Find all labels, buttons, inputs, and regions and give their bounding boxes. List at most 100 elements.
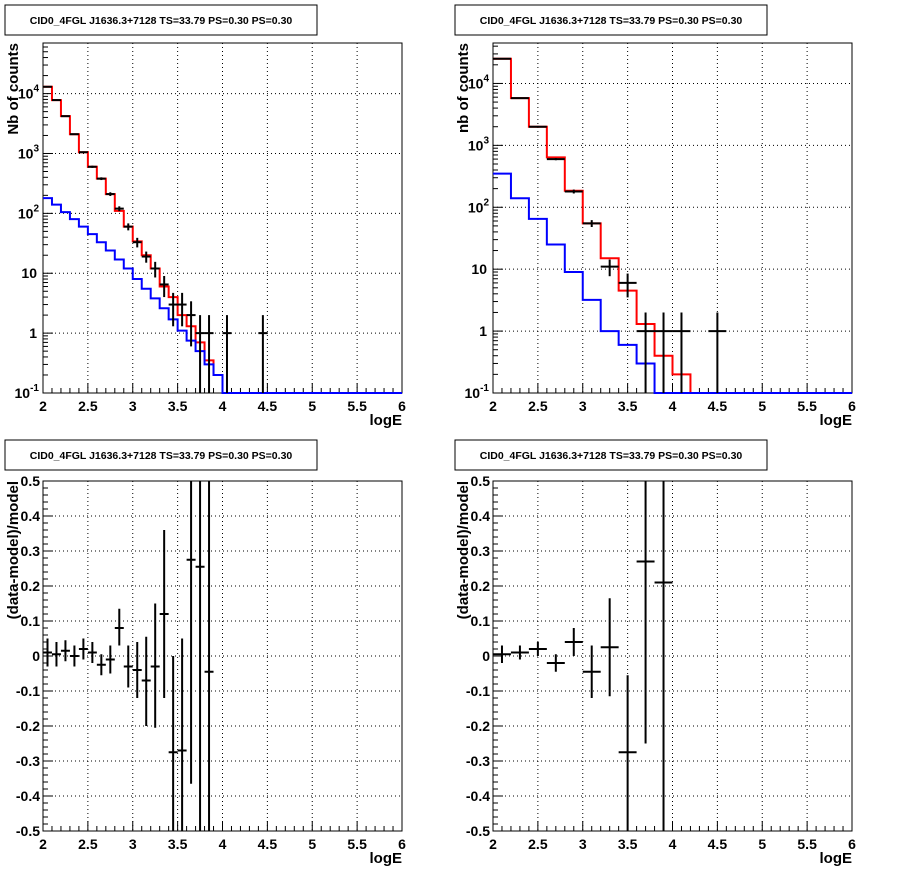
y-tick-label: 104 <box>468 73 490 91</box>
y-axis-title: Nb of counts <box>5 43 22 135</box>
data-point <box>69 133 79 136</box>
x-tick-label: 3.5 <box>168 398 188 414</box>
y-tick-label: -0.5 <box>16 823 40 839</box>
y-tick-label: -0.1 <box>466 683 490 699</box>
x-axis-title: logE <box>820 850 853 867</box>
y-tick-base: 10 <box>468 137 484 153</box>
data-point <box>132 237 142 248</box>
x-tick-label: 4.5 <box>708 836 728 852</box>
data-point <box>204 315 214 393</box>
data-point <box>177 638 187 831</box>
y-axis-title: (data-model)/model <box>455 481 472 619</box>
y-tick-label: 0 <box>32 648 40 664</box>
x-tick-label: 4 <box>219 836 227 852</box>
y-tick-exponent: -1 <box>30 383 39 394</box>
y-tick-label: 0.1 <box>471 613 491 629</box>
data-point <box>636 312 655 393</box>
x-tick-label: 3.5 <box>168 836 188 852</box>
x-tick-label: 5.5 <box>797 398 817 414</box>
y-tick-base: 10 <box>468 75 484 91</box>
chart-panel-2: CID0_4FGL J1636.3+7128 TS=33.79 PS=0.30 … <box>454 4 856 429</box>
chart-panel-3: CID0_4FGL J1636.3+7128 TS=33.79 PS=0.30 … <box>4 439 406 867</box>
x-tick-label: 3 <box>129 836 137 852</box>
x-tick-label: 5 <box>308 398 316 414</box>
x-tick-label: 5.5 <box>797 836 817 852</box>
x-tick-label: 4 <box>219 398 227 414</box>
y-tick-label: 1 <box>29 325 37 341</box>
y-tick-base: 10 <box>18 145 34 161</box>
data-point <box>114 608 124 646</box>
x-axis-title: logE <box>370 850 403 867</box>
data-point <box>186 301 196 347</box>
data-point <box>105 645 115 674</box>
x-tick-label: 2.5 <box>78 836 98 852</box>
chart-panel-4: CID0_4FGL J1636.3+7128 TS=33.79 PS=0.30 … <box>454 439 856 867</box>
data-point <box>43 638 52 667</box>
data-point <box>51 99 61 102</box>
x-tick-label: 5 <box>758 836 766 852</box>
y-tick-label: -0.4 <box>466 788 490 804</box>
data-point <box>258 315 268 393</box>
data-point <box>60 115 70 118</box>
data-point <box>708 312 727 393</box>
data-point <box>195 315 205 393</box>
y-tick-label: 0.1 <box>21 613 41 629</box>
x-tick-label: 6 <box>398 398 406 414</box>
y-tick-base: 10 <box>15 385 31 401</box>
y-tick-label: 0 <box>482 648 490 664</box>
x-tick-label: 3.5 <box>618 398 638 414</box>
x-axis-title: logE <box>370 412 403 429</box>
data-point <box>78 151 88 154</box>
data-point <box>168 656 178 831</box>
y-tick-label: 0.5 <box>471 473 491 489</box>
y-tick-label: -0.2 <box>466 718 490 734</box>
data-point <box>141 251 151 263</box>
data-point <box>123 223 133 231</box>
x-tick-label: 4.5 <box>708 398 728 414</box>
y-tick-exponent: 4 <box>33 84 39 95</box>
y-tick-exponent: 2 <box>33 203 39 214</box>
x-axis-title: logE <box>820 412 853 429</box>
x-tick-label: 3 <box>129 398 137 414</box>
data-point <box>618 273 637 298</box>
data-point <box>510 97 529 100</box>
data-point <box>654 481 673 831</box>
y-tick-exponent: -1 <box>480 383 489 394</box>
y-tick-label: -0.4 <box>16 788 40 804</box>
data-point <box>159 275 169 298</box>
title-box <box>4 439 318 471</box>
y-tick-label: 0.3 <box>21 543 41 559</box>
y-tick-label: -0.2 <box>16 718 40 734</box>
y-tick-label: 10-1 <box>15 383 40 401</box>
y-tick-base: 10 <box>468 199 484 215</box>
x-tick-label: 2.5 <box>528 836 548 852</box>
y-tick-label: 0.2 <box>21 578 41 594</box>
x-tick-label: 3 <box>579 836 587 852</box>
data-point <box>87 642 97 663</box>
histogram-series-2 <box>43 197 402 394</box>
y-tick-exponent: 3 <box>33 143 39 154</box>
x-tick-label: 2 <box>489 398 497 414</box>
y-axis-title: nb of counts <box>455 43 472 133</box>
data-point <box>564 189 583 194</box>
x-tick-label: 4.5 <box>258 398 278 414</box>
x-tick-label: 5.5 <box>347 398 367 414</box>
x-tick-label: 5.5 <box>347 836 367 852</box>
data-point <box>177 292 187 327</box>
chart-title: CID0_4FGL J1636.3+7128 TS=33.79 PS=0.30 … <box>30 15 293 27</box>
y-tick-label: 0.3 <box>471 543 491 559</box>
x-tick-label: 2 <box>489 836 497 852</box>
data-point <box>600 598 619 697</box>
x-tick-label: 6 <box>848 398 856 414</box>
y-tick-label: 10-1 <box>465 383 490 401</box>
data-point <box>78 638 88 660</box>
data-point <box>636 481 655 744</box>
data-point <box>582 645 601 698</box>
data-point <box>564 628 583 656</box>
x-tick-label: 2 <box>39 836 47 852</box>
data-point <box>195 481 205 831</box>
y-tick-exponent: 3 <box>483 135 489 146</box>
data-point <box>546 157 565 161</box>
x-tick-label: 2.5 <box>528 398 548 414</box>
data-point <box>150 261 160 278</box>
